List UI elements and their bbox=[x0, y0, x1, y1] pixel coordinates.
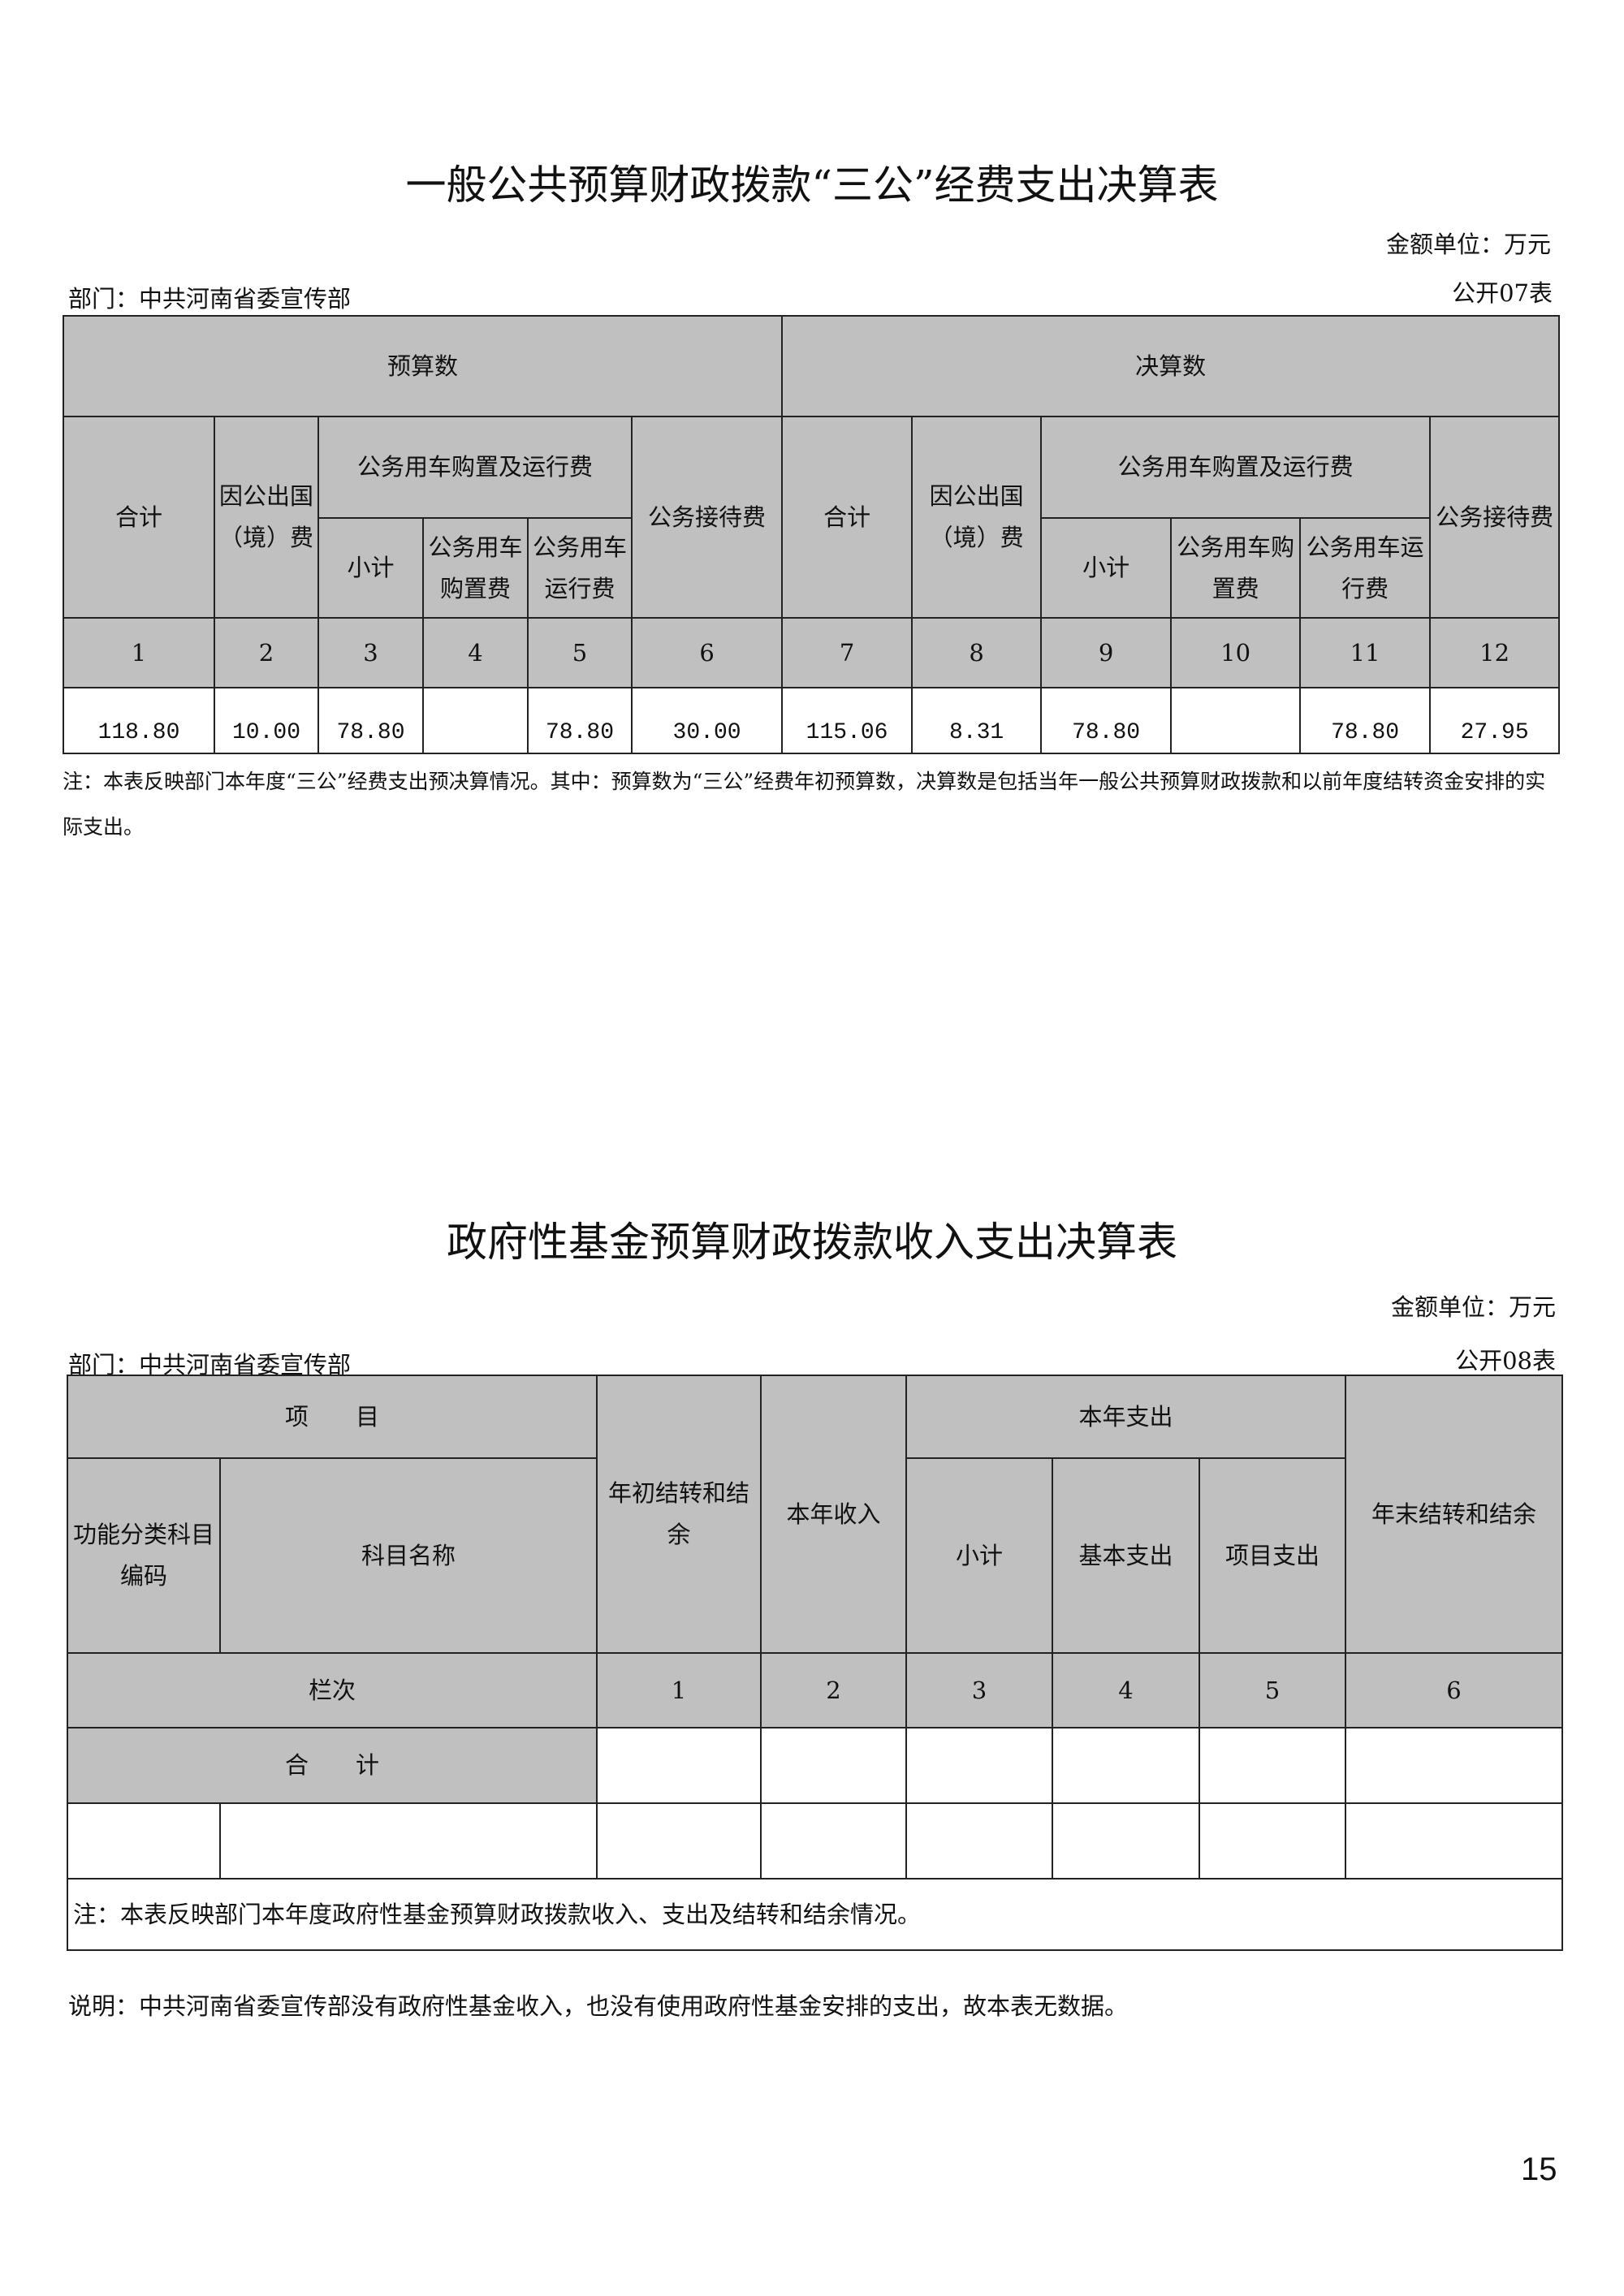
empty-cell bbox=[1199, 1727, 1347, 1804]
value-cell: 8.31 bbox=[911, 687, 1043, 754]
col-number: 4 bbox=[422, 617, 529, 688]
table-row bbox=[67, 1802, 1564, 1880]
col-number: 5 bbox=[1199, 1652, 1347, 1728]
page-number: 15 bbox=[1521, 2151, 1557, 2187]
header-reception: 公务接待费 bbox=[1429, 416, 1561, 619]
government-fund-table: 项 目 年初结转和结余 本年收入 本年支出 年末结转和结余 功能分类科目编码 科… bbox=[66, 1375, 1564, 1951]
empty-cell bbox=[905, 1802, 1054, 1880]
col-number: 5 bbox=[527, 617, 633, 688]
col-number: 2 bbox=[760, 1652, 908, 1728]
value-cell: 78.80 bbox=[317, 687, 424, 754]
three-public-expenses-table: 预算数 决算数 合计 因公出国（境）费 公务用车购置及运行费 公务接待费 合计 … bbox=[62, 315, 1561, 754]
col-number: 11 bbox=[1299, 617, 1432, 688]
header-income: 本年收入 bbox=[760, 1375, 908, 1654]
header-abroad: 因公出国（境）费 bbox=[911, 416, 1043, 619]
header-vehicle-purchase: 公务用车购置费 bbox=[1170, 517, 1302, 619]
column-number-row: 1 2 3 4 5 6 7 8 9 10 11 12 bbox=[63, 617, 1561, 688]
table1-number: 公开07表 bbox=[1452, 279, 1553, 307]
value-cell: 27.95 bbox=[1429, 687, 1561, 754]
col-number: 10 bbox=[1170, 617, 1302, 688]
header-vehicle-purchase: 公务用车购置费 bbox=[422, 517, 529, 619]
table2-note: 注：本表反映部门本年度政府性基金预算财政拨款收入、支出及结转和结余情况。 bbox=[66, 1878, 1564, 1951]
empty-cell bbox=[67, 1802, 221, 1880]
col-number: 12 bbox=[1429, 617, 1561, 688]
empty-cell bbox=[1052, 1802, 1201, 1880]
empty-cell bbox=[1345, 1727, 1564, 1804]
value-cell bbox=[1170, 687, 1302, 754]
header-final: 决算数 bbox=[781, 315, 1561, 417]
col-number: 8 bbox=[911, 617, 1043, 688]
header-basic-expense: 基本支出 bbox=[1052, 1457, 1201, 1654]
header-code: 功能分类科目编码 bbox=[67, 1457, 221, 1654]
header-reception: 公务接待费 bbox=[630, 416, 784, 619]
table1-note: 注：本表反映部门本年度“三公”经费支出预决算情况。其中：预算数为“三公”经费年初… bbox=[63, 770, 1546, 839]
header-ending-balance: 年末结转和结余 bbox=[1345, 1375, 1564, 1654]
value-cell: 78.80 bbox=[527, 687, 633, 754]
value-cell bbox=[422, 687, 529, 754]
table2-department: 部门：中共河南省委宣传部 bbox=[68, 1351, 352, 1379]
header-vehicle: 公务用车购置及运行费 bbox=[317, 416, 633, 519]
header-vehicle: 公务用车购置及运行费 bbox=[1040, 416, 1432, 519]
column-number-row: 栏次 1 2 3 4 5 6 bbox=[66, 1652, 1564, 1728]
header-vehicle-operation: 公务用车运行费 bbox=[1299, 517, 1432, 619]
col-number: 1 bbox=[596, 1652, 762, 1728]
header-subtotal: 小计 bbox=[1040, 517, 1173, 619]
table2-number: 公开08表 bbox=[1455, 1347, 1556, 1375]
empty-cell bbox=[1199, 1802, 1347, 1880]
col-number: 7 bbox=[781, 617, 914, 688]
value-cell: 78.80 bbox=[1299, 687, 1432, 754]
header-subtotal: 小计 bbox=[905, 1457, 1054, 1654]
header-total: 合计 bbox=[63, 416, 215, 619]
value-cell: 115.06 bbox=[781, 687, 914, 754]
value-cell: 78.80 bbox=[1040, 687, 1173, 754]
empty-cell bbox=[1052, 1727, 1201, 1804]
empty-cell bbox=[760, 1727, 908, 1804]
value-cell: 118.80 bbox=[63, 687, 215, 754]
table1-unit: 金额单位：万元 bbox=[1385, 231, 1551, 258]
header-subtotal: 小计 bbox=[317, 517, 424, 619]
table2-title: 政府性基金预算财政拨款收入支出决算表 bbox=[447, 1219, 1177, 1266]
empty-cell bbox=[596, 1727, 762, 1804]
header-name: 科目名称 bbox=[218, 1457, 598, 1654]
col-number: 1 bbox=[63, 617, 215, 688]
table-row: 118.80 10.00 78.80 78.80 30.00 115.06 8.… bbox=[63, 687, 1561, 754]
table2-explanation: 说明：中共河南省委宣传部没有政府性基金收入，也没有使用政府性基金安排的支出，故本… bbox=[68, 1992, 1129, 2020]
col-number: 9 bbox=[1040, 617, 1173, 688]
empty-cell bbox=[218, 1802, 598, 1880]
empty-cell bbox=[596, 1802, 762, 1880]
col-number: 4 bbox=[1052, 1652, 1201, 1728]
col-number: 3 bbox=[317, 617, 424, 688]
header-item: 项 目 bbox=[66, 1375, 598, 1459]
total-row: 合 计 bbox=[66, 1727, 1564, 1804]
col-number: 3 bbox=[905, 1652, 1054, 1728]
col-number: 2 bbox=[214, 617, 319, 688]
col-number: 6 bbox=[1345, 1652, 1564, 1728]
header-vehicle-operation: 公务用车运行费 bbox=[527, 517, 633, 619]
table1-department: 部门：中共河南省委宣传部 bbox=[68, 285, 352, 313]
header-project-expense: 项目支出 bbox=[1199, 1457, 1347, 1654]
value-cell: 30.00 bbox=[630, 687, 784, 754]
header-abroad: 因公出国（境）费 bbox=[214, 416, 319, 619]
empty-cell bbox=[1345, 1802, 1564, 1880]
header-expense: 本年支出 bbox=[905, 1375, 1347, 1459]
header-beginning-balance: 年初结转和结余 bbox=[596, 1375, 762, 1654]
value-cell: 10.00 bbox=[214, 687, 319, 754]
header-total: 合计 bbox=[781, 416, 914, 619]
total-label: 合 计 bbox=[66, 1727, 598, 1804]
header-budget: 预算数 bbox=[62, 315, 784, 417]
col-number: 6 bbox=[630, 617, 784, 688]
table2-unit: 金额单位：万元 bbox=[1390, 1293, 1556, 1321]
empty-cell bbox=[905, 1727, 1054, 1804]
row-index-label: 栏次 bbox=[66, 1652, 598, 1728]
table1-title: 一般公共预算财政拨款“三公”经费支出决算表 bbox=[405, 162, 1219, 209]
empty-cell bbox=[760, 1802, 908, 1880]
